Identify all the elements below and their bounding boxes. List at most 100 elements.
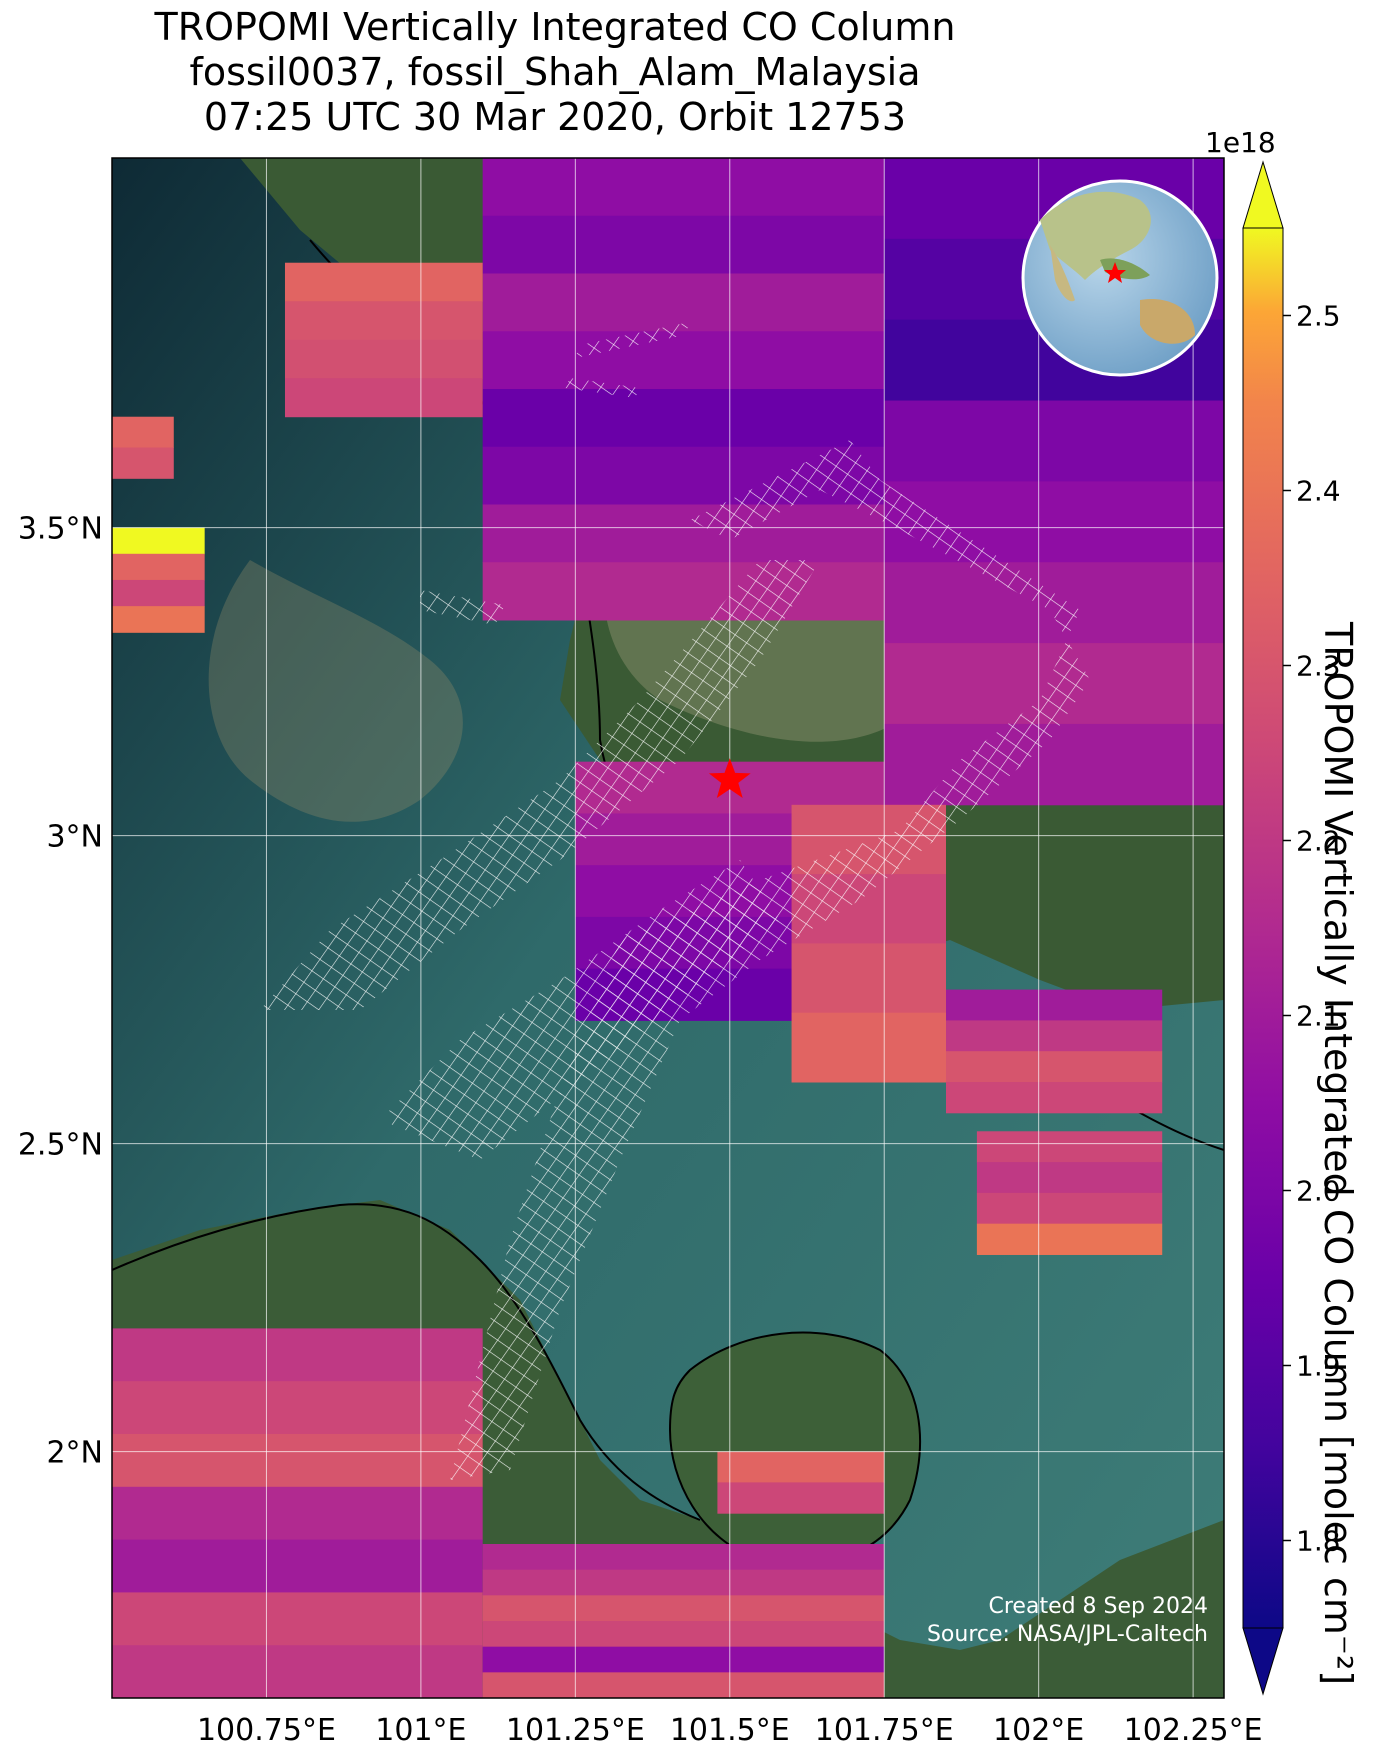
swath-pixel bbox=[112, 416, 174, 449]
colorbar-gradient bbox=[1242, 227, 1284, 1629]
swath-pixel bbox=[112, 1592, 483, 1646]
swath-pixel bbox=[112, 553, 205, 581]
flagged-footprint-band-2 bbox=[260, 560, 820, 1010]
swath-pixel bbox=[482, 1621, 885, 1648]
map-area bbox=[112, 158, 1224, 1698]
map-frame bbox=[111, 157, 1225, 1699]
swath-pixel bbox=[284, 339, 483, 379]
lon-tick-label: 102°E bbox=[993, 1713, 1084, 1748]
swath-pixel bbox=[112, 1434, 483, 1488]
colorbar-tick-label: 2.0 bbox=[1296, 1175, 1341, 1208]
colorbar-label: TROPOMI Vertically Integrated CO Column … bbox=[1316, 622, 1360, 1686]
lat-tick-label: 3°N bbox=[46, 820, 103, 855]
flagged-footprint-band-3 bbox=[380, 860, 780, 1160]
lon-tick-label: 101°E bbox=[375, 1713, 466, 1748]
swath-pixel bbox=[482, 1569, 885, 1596]
swath-pixel bbox=[976, 1131, 1163, 1163]
swath-pixel bbox=[717, 1451, 885, 1483]
colorbar-extend-bottom bbox=[1242, 1627, 1284, 1696]
swath-pixel bbox=[946, 989, 1163, 1021]
swath-pixel bbox=[112, 579, 205, 607]
colorbar-tick-label: 2.3 bbox=[1296, 650, 1341, 683]
title-line-3: 07:25 UTC 30 Mar 2020, Orbit 12753 bbox=[203, 95, 907, 139]
swath-pixel bbox=[482, 504, 885, 563]
swath-pixel bbox=[112, 447, 174, 479]
swath-pixel bbox=[482, 331, 885, 390]
swath-west-edge-lower bbox=[112, 527, 205, 633]
colorbar-extend-top bbox=[1242, 160, 1284, 229]
swath-pixel bbox=[482, 389, 885, 448]
swath-pixel bbox=[482, 1646, 885, 1673]
lat-tick-label: 2.5°N bbox=[18, 1128, 103, 1163]
map-gridlines bbox=[112, 158, 1224, 1698]
lat-tick-label: 2°N bbox=[46, 1436, 103, 1471]
swath-east-middle bbox=[946, 989, 1163, 1114]
swath-west-edge-upper bbox=[112, 416, 174, 479]
title-line-1: TROPOMI Vertically Integrated CO Column bbox=[154, 5, 956, 49]
globe-star-icon bbox=[1104, 262, 1126, 283]
swath-pixel bbox=[976, 1162, 1163, 1194]
colorbar-ticks: 1.8 1.9 2.0 2.1 2.2 2.3 2.4 2.5 bbox=[1283, 300, 1341, 1558]
globe-continent-australia bbox=[1140, 299, 1195, 344]
swath-pixel bbox=[976, 1192, 1163, 1225]
swath-pixel bbox=[284, 301, 483, 341]
swath-pixel bbox=[791, 1012, 946, 1083]
colorbar-scale-exponent: 1e18 bbox=[1205, 126, 1276, 159]
swath-south bbox=[482, 1544, 885, 1698]
colorbar-tick-label: 1.8 bbox=[1296, 1525, 1341, 1558]
swath-pixel bbox=[946, 1051, 1163, 1083]
coastline-sumatra bbox=[112, 1203, 701, 1521]
colorbar-tick-label: 2.5 bbox=[1296, 300, 1341, 333]
colorbar-tick-label: 2.1 bbox=[1296, 1000, 1341, 1033]
lon-tick-label: 101.5°E bbox=[670, 1713, 790, 1748]
footnote-source: Source: NASA/JPL-Caltech bbox=[926, 1622, 1208, 1647]
target-star-icon bbox=[708, 758, 751, 798]
swath-pixel bbox=[884, 400, 1224, 482]
swath-pixel bbox=[112, 1645, 483, 1698]
swath-north-center bbox=[482, 158, 885, 621]
swath-southwest bbox=[112, 1328, 483, 1698]
lon-tick-label: 100.75°E bbox=[197, 1713, 336, 1748]
globe-continent-india bbox=[1050, 245, 1075, 302]
swath-pixel bbox=[112, 527, 205, 555]
swath-northwest-orange bbox=[284, 262, 483, 418]
swath-pixel bbox=[482, 1544, 885, 1571]
colorbar-tick-label: 1.9 bbox=[1296, 1350, 1341, 1383]
swath-pixel bbox=[284, 378, 483, 418]
colorbar-tick-label: 2.2 bbox=[1296, 825, 1341, 858]
swath-pixel bbox=[482, 158, 885, 217]
swath-pixel bbox=[482, 1595, 885, 1622]
flagged-footprint-small-2 bbox=[575, 322, 690, 358]
footnote-created: Created 8 Sep 2024 bbox=[988, 1594, 1209, 1619]
swath-pixel bbox=[112, 1486, 483, 1541]
swath-south-island bbox=[717, 1451, 885, 1514]
colorbar-tick-label: 2.4 bbox=[1296, 475, 1341, 508]
flagged-footprint-band-1 bbox=[450, 440, 1090, 1480]
swath-pixel bbox=[112, 1539, 483, 1593]
coastline-rupat bbox=[668, 1331, 921, 1565]
swath-pixel bbox=[791, 943, 946, 1014]
flagged-footprint-small-3 bbox=[565, 378, 640, 398]
swath-pixel bbox=[284, 262, 483, 302]
globe-continent-asia bbox=[1040, 191, 1151, 280]
lon-tick-label: 101.75°E bbox=[815, 1713, 954, 1748]
swath-east-lower bbox=[976, 1131, 1163, 1255]
swath-pixel bbox=[482, 215, 885, 274]
swath-pixel bbox=[482, 562, 885, 621]
swath-pixel bbox=[717, 1482, 885, 1514]
longitude-tick-labels: 100.75°E 101°E 101.25°E 101.5°E 101.75°E 102°… bbox=[197, 1713, 1263, 1748]
swath-pixel bbox=[482, 1672, 885, 1698]
flagged-footprint-small-1 bbox=[420, 590, 505, 625]
latitude-tick-labels: 3.5°N 3°N 2.5°N 2°N bbox=[18, 512, 103, 1471]
swath-pixel bbox=[112, 1381, 483, 1435]
lon-tick-label: 102.25°E bbox=[1124, 1713, 1263, 1748]
title-line-2: fossil0037, fossil_Shah_Alam_Malaysia bbox=[189, 50, 921, 94]
swath-pixel bbox=[482, 273, 885, 332]
swath-pixel bbox=[112, 1328, 483, 1382]
swath-pixel bbox=[112, 606, 205, 633]
sediment-plume bbox=[208, 560, 463, 822]
swath-center-orange bbox=[791, 804, 946, 1083]
flagged-footprints bbox=[260, 322, 1090, 1480]
colorbar: 1.8 1.9 2.0 2.1 2.2 2.3 2.4 2.5 bbox=[1242, 160, 1341, 1696]
swath-pixel bbox=[946, 1082, 1163, 1114]
